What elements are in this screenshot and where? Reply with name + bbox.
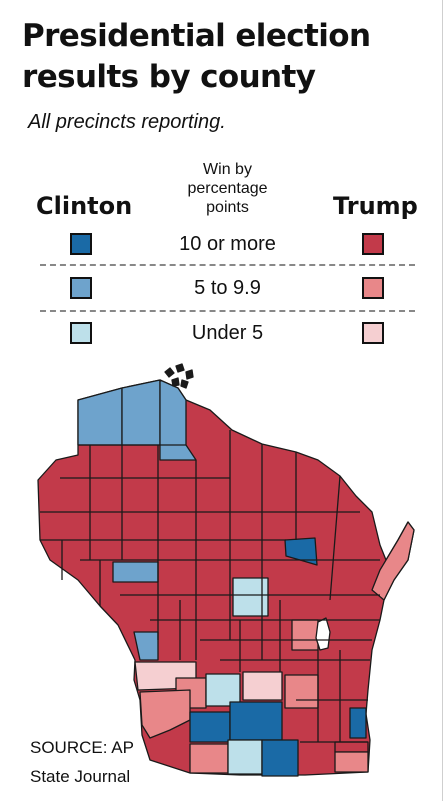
county-bayfield	[121, 379, 161, 446]
county-jefferson	[284, 674, 319, 709]
county-racine	[334, 741, 369, 753]
state-outline	[37, 379, 415, 776]
county-dane	[229, 701, 283, 741]
county-milwaukee	[349, 707, 367, 739]
map-title: Presidential election results by county	[22, 16, 437, 98]
swatch-clinton-5-to-9-9	[70, 277, 92, 299]
legend-divider	[40, 264, 415, 266]
title-line-1: Presidential election	[22, 18, 371, 54]
source-line-1: SOURCE: AP	[30, 738, 134, 757]
county-boundaries	[40, 430, 380, 743]
swatch-clinton-10-or-more	[70, 233, 92, 255]
legend-header: Win by percentage points	[150, 160, 305, 217]
source-line-2: State Journal	[30, 767, 131, 786]
subtitle: All precincts reporting.	[28, 111, 226, 133]
county-kenosha	[334, 751, 369, 773]
legend-header-line-2: percentage	[187, 180, 268, 197]
legend-trump-label: Trump	[333, 192, 418, 220]
legend-divider	[40, 310, 415, 312]
lake-winnebago	[315, 617, 331, 651]
county-grant	[139, 689, 191, 739]
county-iowa	[189, 711, 231, 743]
county-columbia	[242, 671, 283, 701]
county-green	[227, 739, 263, 775]
swatch-trump-under-5	[362, 322, 384, 344]
apostle-islands	[164, 363, 194, 389]
county-lafayette	[189, 743, 229, 774]
legend-header-line-1: Win by	[203, 161, 252, 178]
swatch-trump-10-or-more	[362, 233, 384, 255]
legend-row-label-5-to-9-9: 5 to 9.9	[194, 277, 261, 299]
legend-row-label-10-or-more: 10 or more	[179, 233, 276, 255]
county-portage	[232, 577, 269, 617]
county-la-crosse	[133, 631, 159, 661]
legend-header-line-3: points	[206, 199, 249, 216]
county-eau-claire	[112, 561, 159, 583]
swatch-clinton-under-5	[70, 322, 92, 344]
legend-row-label-under-5: Under 5	[191, 322, 264, 344]
county-douglas	[77, 387, 123, 446]
county-sauk	[205, 673, 241, 707]
wisconsin-county-map	[37, 363, 415, 777]
county-marquette	[291, 619, 319, 651]
swatch-trump-5-to-9-9	[362, 277, 384, 299]
county-rock	[261, 739, 299, 777]
title-line-2: results by county	[22, 59, 316, 95]
legend-clinton-label: Clinton	[36, 192, 133, 220]
source-credit: SOURCE: AP State Journal	[30, 733, 134, 791]
county-menominee	[284, 537, 318, 566]
county-door	[371, 521, 415, 601]
